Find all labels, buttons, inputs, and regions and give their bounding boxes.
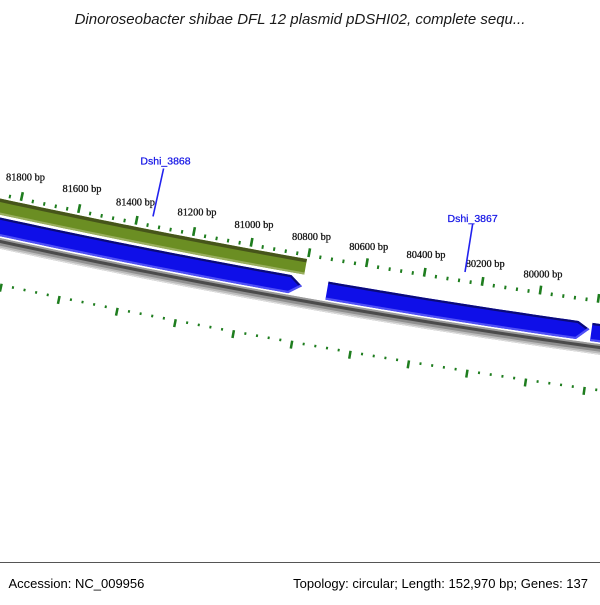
svg-text:81200 bp: 81200 bp — [178, 208, 217, 219]
svg-text:81800 bp: 81800 bp — [6, 173, 45, 184]
svg-text:80400 bp: 80400 bp — [407, 250, 446, 261]
svg-text:81400 bp: 81400 bp — [116, 198, 155, 209]
svg-text:80800 bp: 80800 bp — [292, 232, 331, 243]
svg-text:80600 bp: 80600 bp — [349, 242, 388, 253]
svg-text:Dshi_3867: Dshi_3867 — [447, 213, 497, 225]
svg-text:Accession: NC_009956: Accession: NC_009956 — [9, 576, 145, 591]
svg-text:Dinoroseobacter shibae DFL 12: Dinoroseobacter shibae DFL 12 plasmid pD… — [75, 11, 526, 28]
svg-text:81000 bp: 81000 bp — [235, 220, 274, 231]
svg-text:80000 bp: 80000 bp — [524, 270, 563, 281]
svg-text:Dshi_3868: Dshi_3868 — [140, 155, 190, 167]
svg-text:Topology: circular; Length: 15: Topology: circular; Length: 152,970 bp; … — [293, 576, 588, 591]
svg-text:81600 bp: 81600 bp — [63, 184, 102, 195]
svg-text:80200 bp: 80200 bp — [466, 259, 505, 270]
